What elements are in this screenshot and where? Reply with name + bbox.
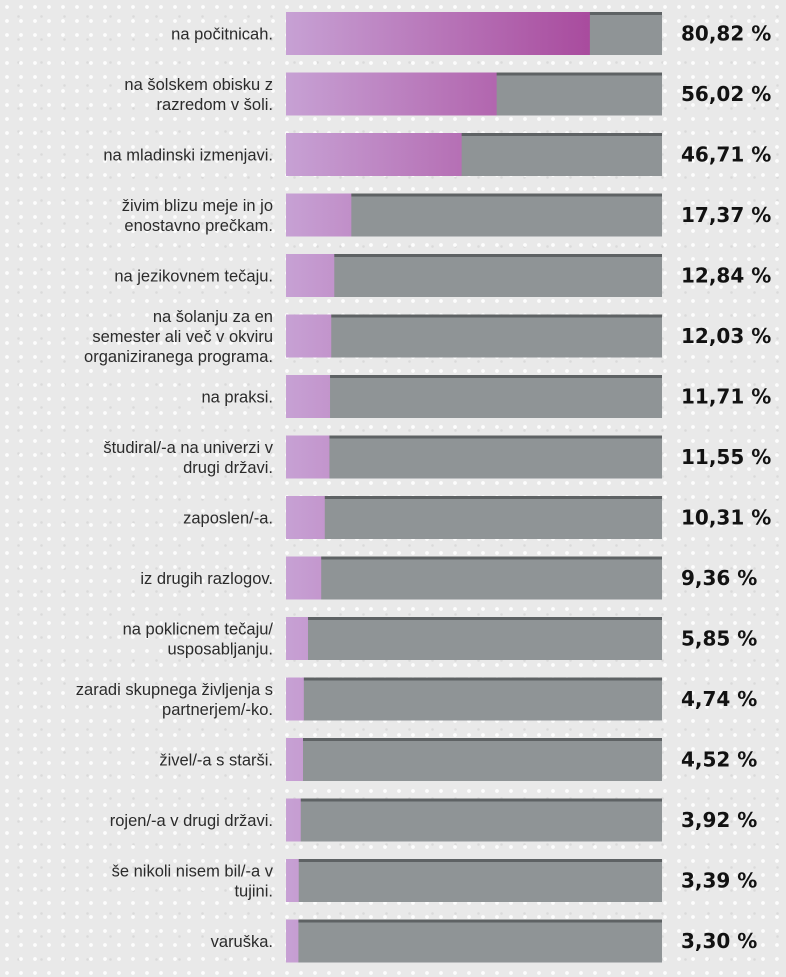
bar-track-top-edge — [286, 133, 662, 136]
category-label: zaradi skupnega življenja s partnerjem/-k… — [76, 681, 273, 719]
category-label: živim blizu meje in jo enostavno prečkam. — [122, 197, 273, 235]
bar-track-top-edge — [286, 859, 662, 862]
bar-track-top-edge — [286, 314, 662, 318]
bar-track-top-edge — [286, 496, 662, 499]
bar-track-top-edge — [286, 193, 662, 197]
value-label: 56,02 % — [681, 82, 771, 106]
bar-track — [286, 375, 662, 418]
bar-track-top-edge — [286, 375, 662, 378]
category-label: varuška. — [211, 933, 273, 951]
bar-track-top-edge — [286, 677, 662, 681]
bar-track-top-edge — [286, 556, 662, 560]
bar-track — [286, 556, 662, 600]
bar-track — [286, 617, 662, 660]
bar-track-top-edge — [286, 435, 662, 439]
value-label: 17,37 % — [681, 203, 771, 227]
bar — [286, 496, 325, 539]
category-label: na mladinski izmenjavi. — [103, 147, 273, 165]
value-label: 3,39 % — [681, 869, 757, 893]
category-label: na praksi. — [201, 389, 273, 407]
bar-track — [286, 798, 662, 842]
category-label: iz drugih razlogov. — [140, 570, 273, 588]
bar — [286, 12, 590, 55]
bar-track — [286, 435, 662, 479]
category-label: živel/-a s starši. — [159, 752, 273, 770]
bar — [286, 556, 322, 600]
bar-track — [286, 738, 662, 781]
bar-track — [286, 919, 662, 963]
bar — [286, 798, 301, 842]
category-label: na šolanju za en semester ali več v okvir… — [84, 308, 273, 366]
bar — [286, 435, 330, 479]
category-label: na poklicnem tečaju/usposabljanju. — [123, 621, 274, 659]
bar — [286, 617, 308, 660]
value-label: 11,55 % — [681, 445, 771, 469]
bar — [286, 133, 462, 176]
category-label: zaposlen/-a. — [183, 510, 273, 528]
category-label: na šolskem obisku z razredom v šoli. — [124, 76, 273, 114]
bar — [286, 859, 299, 902]
category-label: še nikoli nisem bil/-a v tujini. — [112, 863, 274, 901]
value-label: 3,92 % — [681, 808, 757, 832]
value-label: 12,03 % — [681, 324, 771, 348]
value-label: 12,84 % — [681, 264, 771, 288]
bar — [286, 738, 303, 781]
bar-track-top-edge — [286, 617, 662, 620]
bar — [286, 314, 332, 358]
bar-track — [286, 254, 662, 297]
bar — [286, 919, 299, 963]
value-label: 80,82 % — [681, 22, 771, 46]
value-label: 3,30 % — [681, 929, 757, 953]
value-label: 11,71 % — [681, 385, 771, 409]
bar-track — [286, 677, 662, 721]
value-label: 10,31 % — [681, 506, 771, 530]
value-label: 4,52 % — [681, 748, 757, 772]
bar-track-top-edge — [286, 254, 662, 257]
bar — [286, 72, 497, 116]
bar-track — [286, 859, 662, 902]
bar-track-top-edge — [286, 798, 662, 802]
bar-track — [286, 496, 662, 539]
bar-track-top-edge — [286, 919, 662, 923]
bar — [286, 193, 352, 237]
category-label: študiral/-a na univerzi v drugi državi. — [103, 439, 273, 477]
category-label: rojen/-a v drugi državi. — [110, 812, 273, 830]
bar — [286, 677, 304, 721]
value-label: 4,74 % — [681, 687, 757, 711]
value-label: 5,85 % — [681, 627, 757, 651]
bar-track-top-edge — [286, 738, 662, 741]
bar — [286, 254, 335, 297]
category-label: na jezikovnem tečaju. — [114, 268, 273, 286]
category-label: na počitnicah. — [171, 26, 273, 44]
bar-track — [286, 314, 662, 358]
bar — [286, 375, 331, 418]
value-label: 46,71 % — [681, 143, 771, 167]
value-label: 9,36 % — [681, 566, 757, 590]
